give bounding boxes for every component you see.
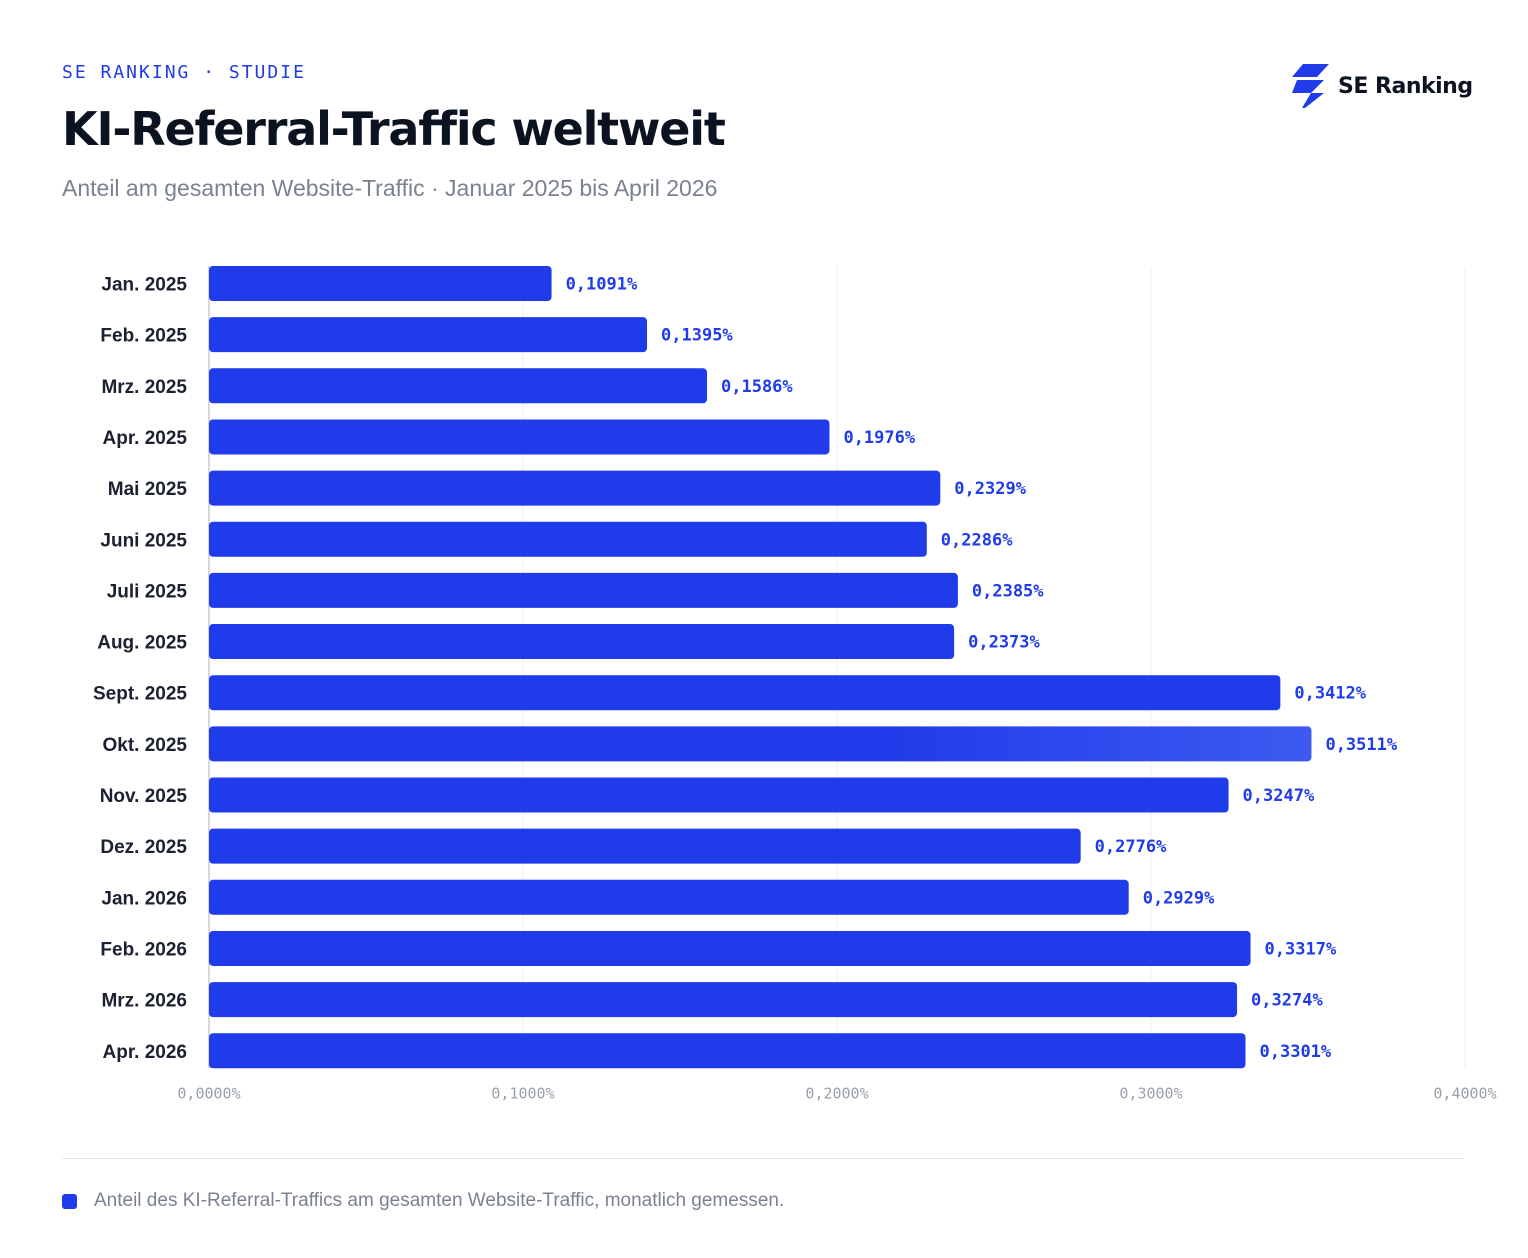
bar xyxy=(209,521,927,557)
bar-chart: 0,0000% 0,1000% 0,2000% 0,3000% 0,4000% Jan. … xyxy=(93,266,1497,1102)
category-label: Feb. 2025 xyxy=(100,326,187,347)
category-label: Feb. 2026 xyxy=(100,939,187,960)
category-label: Mrz. 2025 xyxy=(101,377,187,398)
category-label: Nov. 2025 xyxy=(100,786,188,807)
value-label: 0,3412% xyxy=(1294,684,1366,704)
bar xyxy=(209,368,708,404)
brand-name: SE Ranking xyxy=(1338,73,1473,99)
bar xyxy=(209,828,1081,864)
value-label: 0,1091% xyxy=(566,275,638,295)
category-label: Okt. 2025 xyxy=(103,735,188,756)
category-label: Mrz. 2026 xyxy=(101,991,187,1012)
x-tick-label: 0,4000% xyxy=(1433,1084,1496,1102)
category-label: Apr. 2025 xyxy=(103,428,188,449)
bar xyxy=(209,726,1312,762)
brand-logo[interactable]: SE Ranking xyxy=(1292,64,1473,108)
value-label: 0,3317% xyxy=(1265,939,1337,959)
value-label: 0,1586% xyxy=(721,377,793,397)
category-label: Sept. 2025 xyxy=(93,684,187,705)
category-label: Mai 2025 xyxy=(108,479,188,500)
value-label: 0,3511% xyxy=(1325,735,1397,755)
bar xyxy=(209,930,1251,966)
legend-text: Anteil des KI-Referral-Traffics am gesam… xyxy=(94,1190,785,1211)
bar xyxy=(209,470,941,506)
bar xyxy=(209,572,958,608)
value-label: 0,2373% xyxy=(968,633,1040,653)
bar xyxy=(209,419,830,455)
se-ranking-logo-icon xyxy=(1292,64,1329,108)
bar xyxy=(209,879,1129,915)
category-label: Aug. 2025 xyxy=(97,633,187,654)
value-label: 0,1976% xyxy=(843,428,915,448)
bar xyxy=(209,317,648,353)
category-label: Apr. 2026 xyxy=(103,1042,188,1063)
category-label: Jan. 2026 xyxy=(101,888,187,909)
value-label: 0,1395% xyxy=(661,326,733,346)
value-label: 0,3247% xyxy=(1243,786,1315,806)
footer-divider xyxy=(62,1158,1464,1159)
category-label: Juni 2025 xyxy=(100,530,187,551)
x-tick-label: 0,3000% xyxy=(1119,1084,1182,1102)
x-tick-label: 0,0000% xyxy=(177,1084,240,1102)
value-label: 0,2776% xyxy=(1095,837,1167,857)
bar xyxy=(209,675,1281,711)
x-tick-label: 0,2000% xyxy=(805,1084,868,1102)
value-label: 0,2385% xyxy=(972,581,1044,601)
eyebrow-label: SE RANKING · STUDIE xyxy=(62,62,306,83)
bar xyxy=(209,266,552,301)
bar xyxy=(209,624,955,660)
bar xyxy=(209,982,1238,1018)
legend: Anteil des KI-Referral-Traffics am gesam… xyxy=(62,1190,784,1212)
bar xyxy=(209,1033,1246,1069)
category-label: Jan. 2025 xyxy=(101,275,187,296)
x-tick-label: 0,1000% xyxy=(491,1084,554,1102)
value-label: 0,2286% xyxy=(941,530,1013,550)
value-label: 0,3274% xyxy=(1251,991,1323,1011)
value-label: 0,2329% xyxy=(954,479,1026,499)
value-label: 0,2929% xyxy=(1143,888,1215,908)
legend-swatch xyxy=(62,1193,77,1209)
chart-title: KI-Referral-Traffic weltweit xyxy=(62,102,726,156)
chart-subtitle: Anteil am gesamten Website-Traffic · Jan… xyxy=(62,175,718,201)
bar xyxy=(209,777,1229,813)
category-label: Dez. 2025 xyxy=(100,837,187,858)
value-label: 0,3301% xyxy=(1260,1042,1332,1062)
category-label: Juli 2025 xyxy=(107,581,188,602)
